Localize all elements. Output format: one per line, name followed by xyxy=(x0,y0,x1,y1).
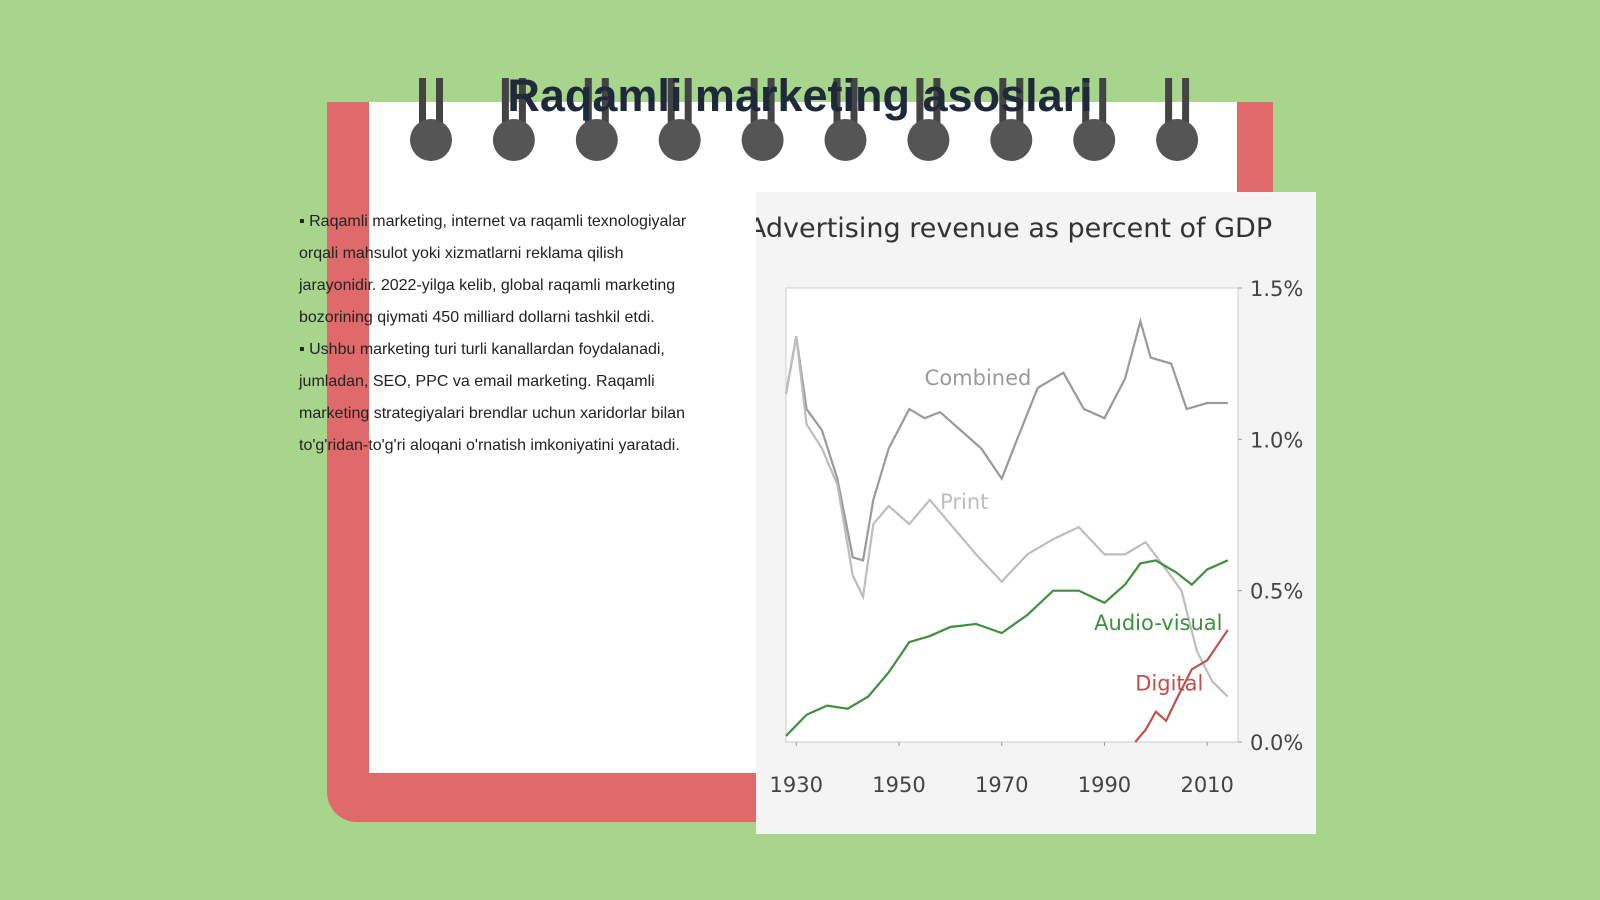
ring-bar xyxy=(684,78,692,128)
ring-bar xyxy=(667,78,675,128)
ring-bar xyxy=(501,78,509,128)
ring-bar xyxy=(750,78,758,128)
ring-bar xyxy=(833,78,841,128)
ring-hole xyxy=(907,119,950,161)
series-label: Audio-visual xyxy=(1094,611,1222,635)
x-tick-label: 1970 xyxy=(975,773,1028,797)
ring-bar xyxy=(436,78,443,128)
ring-hole xyxy=(492,119,535,161)
chart: Advertising revenue as percent of GDP 0.… xyxy=(748,213,1303,797)
ring-bar xyxy=(999,78,1007,128)
ring-bar xyxy=(419,78,426,128)
ring-hole xyxy=(575,119,618,161)
ring-hole xyxy=(1073,119,1116,161)
ring-hole xyxy=(410,119,452,161)
series-label: Combined xyxy=(925,366,1032,390)
ring-bar xyxy=(1016,78,1024,128)
ring-bar xyxy=(1082,78,1090,128)
line-series xyxy=(785,559,1229,737)
rings xyxy=(410,78,1199,161)
line-series xyxy=(784,317,1228,562)
chart-title: Advertising revenue as percent of GDP xyxy=(756,213,1272,244)
slide-title: Raqamli marketing asoslari xyxy=(507,70,1093,121)
series-label: Digital xyxy=(1135,672,1203,696)
x-tick-label: 1930 xyxy=(770,773,823,797)
bullet: ▪ Raqamli marketing, internet va raqamli… xyxy=(299,213,687,326)
ring-bar xyxy=(933,78,941,128)
ring-bar xyxy=(850,78,858,128)
bullet: ▪ Ushbu marketing turi turli kanallardan… xyxy=(299,341,685,454)
y-tick-label: 0.0% xyxy=(1250,731,1303,755)
chart-card: Advertising revenue as percent of GDP 0.… xyxy=(748,192,1316,834)
ring-hole xyxy=(741,119,784,161)
series-label: Print xyxy=(940,490,988,514)
bullet-text: ▪ Raqamli marketing, internet va raqamli… xyxy=(299,206,699,462)
y-tick-label: 1.0% xyxy=(1250,428,1303,452)
ring-bar xyxy=(518,78,526,128)
ring-hole xyxy=(824,119,867,161)
ring-bar xyxy=(1099,78,1107,128)
ring-hole xyxy=(990,119,1033,161)
ring-bar xyxy=(1165,78,1173,128)
plot-area xyxy=(785,287,1239,743)
ring-bar xyxy=(601,78,609,128)
line-series xyxy=(1134,629,1229,743)
ring-hole xyxy=(1156,119,1199,161)
ring-bar xyxy=(916,78,924,128)
y-tick-label: 0.5% xyxy=(1250,580,1303,604)
ring-bar xyxy=(584,78,592,128)
x-tick-label: 1990 xyxy=(1078,773,1131,797)
x-tick-label: 2010 xyxy=(1180,773,1233,797)
x-tick-label: 1950 xyxy=(872,773,925,797)
line-series xyxy=(784,336,1229,698)
ring-bar xyxy=(1182,78,1190,128)
y-tick-label: 1.5% xyxy=(1250,277,1303,301)
ring-bar xyxy=(767,78,775,128)
ring-hole xyxy=(658,119,701,161)
